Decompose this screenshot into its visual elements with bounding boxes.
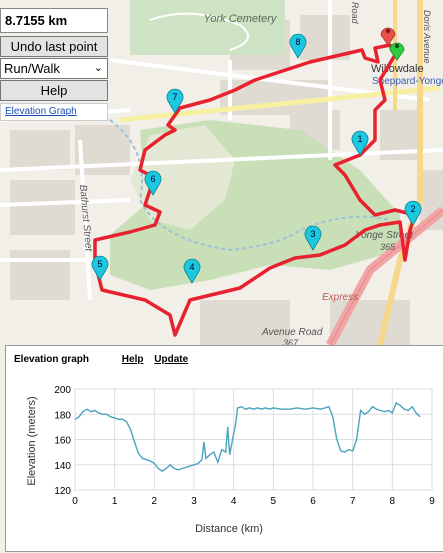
cemetery-label: York Cemetery (204, 13, 278, 25)
route-marker-1[interactable]: 1 (351, 130, 369, 156)
y-axis-label: Elevation (meters) (26, 396, 38, 485)
road-label: Road (350, 2, 360, 25)
x-tick-label: 3 (191, 496, 197, 507)
elevation-graph-link[interactable]: Elevation Graph (0, 103, 108, 121)
route-marker-3[interactable]: 3 (304, 225, 322, 251)
x-tick-label: 8 (390, 496, 396, 507)
route-marker-label: 5 (97, 259, 102, 269)
x-axis-label: Distance (km) (195, 523, 263, 535)
y-tick-label: 120 (54, 486, 71, 497)
start-marker[interactable] (389, 42, 405, 61)
route-marker-label: 7 (172, 92, 177, 102)
end-marker[interactable] (380, 27, 396, 46)
express-label: Express (322, 292, 358, 303)
route-marker-6[interactable]: 6 (144, 170, 162, 196)
station-label: Sheppard-Yonge (372, 76, 443, 87)
elevation-series-line (74, 401, 421, 472)
route-marker-label: 1 (357, 134, 362, 144)
help-button[interactable]: Help (0, 80, 108, 101)
elevation-panel-header: Elevation graph Help Update (14, 354, 196, 365)
route-marker-label: 6 (150, 174, 155, 184)
route-marker-label: 3 (310, 229, 315, 239)
x-tick-label: 1 (112, 496, 118, 507)
route-line (93, 43, 417, 337)
x-tick-label: 9 (429, 496, 435, 507)
route-marker-label: 8 (295, 37, 300, 47)
elevation-panel: Elevation graph Help Update 120 140 160 180… (5, 345, 443, 552)
elevation-panel-title: Elevation graph (14, 354, 90, 365)
avenue-label: Avenue Road (261, 327, 323, 338)
route-marker-8[interactable]: 8 (289, 33, 307, 59)
route-marker-5[interactable]: 5 (91, 255, 109, 281)
river (109, 119, 391, 252)
undo-last-point-button[interactable]: Undo last point (0, 36, 108, 57)
doris-label: Doris Avenue (422, 10, 432, 64)
yonge-label: Yonge Street (355, 230, 414, 241)
panel-update-link[interactable]: Update (154, 354, 189, 365)
x-tick-label: 2 (152, 496, 158, 507)
willowdale-label: Willowdale (371, 63, 424, 75)
clearing (130, 125, 235, 230)
route-marker-7[interactable]: 7 (166, 88, 184, 114)
y-tick-label: 140 (54, 461, 71, 472)
route-marker-label: 4 (189, 262, 194, 272)
avenue-number: 367 (283, 338, 299, 348)
mode-select-value: Run/Walk (4, 61, 60, 76)
x-tick-label: 4 (231, 496, 237, 507)
route-marker-label: 2 (410, 204, 415, 214)
y-tick-label: 160 (54, 436, 71, 447)
chevron-down-icon: ⌄ (93, 62, 103, 74)
x-tick-label: 5 (271, 496, 277, 507)
distance-display: 8.7155 km (0, 8, 108, 33)
mode-select[interactable]: Run/Walk ⌄ (0, 58, 108, 79)
x-tick-label: 0 (72, 496, 78, 507)
yonge-number: 365 (380, 242, 396, 252)
cemetery-area (130, 0, 285, 55)
x-tick-label: 7 (350, 496, 356, 507)
panel-help-link[interactable]: Help (121, 354, 144, 365)
route-marker-2[interactable]: 2 (404, 200, 422, 226)
y-tick-label: 180 (54, 410, 71, 421)
route-marker-4[interactable]: 4 (183, 258, 201, 284)
y-tick-label: 200 (54, 385, 71, 396)
x-tick-label: 6 (310, 496, 316, 507)
